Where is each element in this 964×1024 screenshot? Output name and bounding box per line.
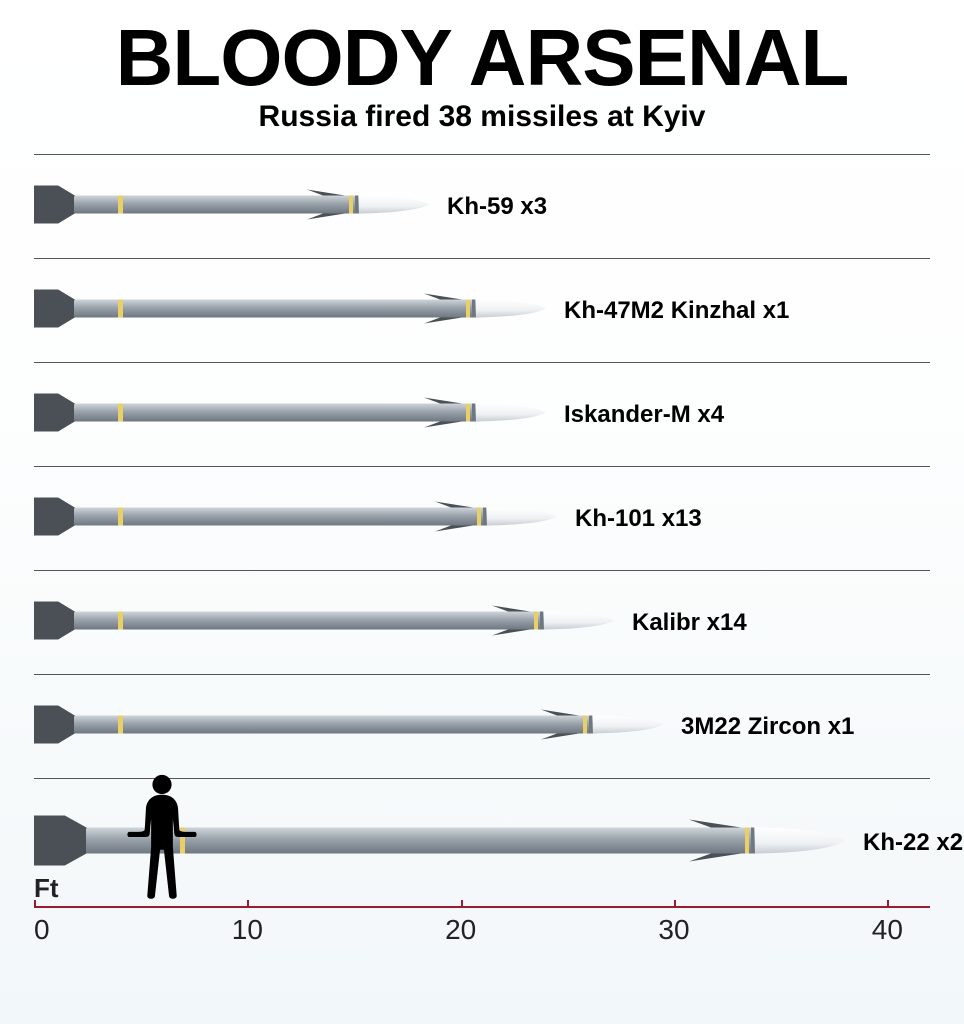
- missile-graphic: [34, 704, 663, 749]
- missile-label: Kh-22 x2: [863, 829, 963, 857]
- human-scale-silhouette: [127, 773, 197, 906]
- missile-chart: Kh-59 x3 Kh-47M2 Kinzhal x1: [34, 154, 930, 966]
- missile-row: 3M22 Zircon x1: [34, 674, 930, 778]
- missile-icon: [34, 704, 663, 744]
- axis-tick-label: 30: [658, 914, 689, 946]
- missile-label: Kalibr x14: [632, 609, 747, 637]
- missile-graphic: [34, 392, 546, 437]
- axis-tick: [247, 900, 249, 908]
- missile-graphic: [34, 600, 614, 645]
- page-title: BLOODY ARSENAL: [34, 22, 930, 94]
- axis-tick-label: 0: [34, 914, 50, 946]
- axis-tick: [34, 900, 36, 908]
- missile-row: Kh-59 x3: [34, 154, 930, 258]
- person-silhouette-icon: [127, 773, 197, 901]
- missile-label: Kh-47M2 Kinzhal x1: [564, 297, 789, 325]
- missile-row: Kh-22 x2 Ft: [34, 778, 930, 906]
- missile-graphic: [34, 184, 429, 229]
- missile-icon: [34, 496, 557, 536]
- missile-row: Kalibr x14: [34, 570, 930, 674]
- axis-tick-label: 40: [872, 914, 903, 946]
- axis-tick: [674, 900, 676, 908]
- missile-label: 3M22 Zircon x1: [681, 713, 854, 741]
- missile-icon: [34, 392, 546, 432]
- axis-tick: [887, 900, 889, 908]
- missile-icon: [34, 600, 614, 640]
- missile-graphic: [34, 496, 557, 541]
- missile-icon: [34, 288, 546, 328]
- axis-unit-label: Ft: [34, 873, 59, 904]
- missile-icon: [34, 184, 429, 224]
- missile-label: Iskander-M x4: [564, 401, 724, 429]
- missile-row: Iskander-M x4: [34, 362, 930, 466]
- axis-tick-label: 20: [445, 914, 476, 946]
- x-axis: 0 10 20 30 40: [34, 906, 930, 966]
- missile-graphic: [34, 288, 546, 333]
- axis-tick: [461, 900, 463, 908]
- missile-label: Kh-101 x13: [575, 505, 702, 533]
- missile-label: Kh-59 x3: [447, 193, 547, 221]
- subtitle: Russia fired 38 missiles at Kyiv: [34, 100, 930, 134]
- axis-tick-label: 10: [232, 914, 263, 946]
- missile-row: Kh-101 x13: [34, 466, 930, 570]
- missile-row: Kh-47M2 Kinzhal x1: [34, 258, 930, 362]
